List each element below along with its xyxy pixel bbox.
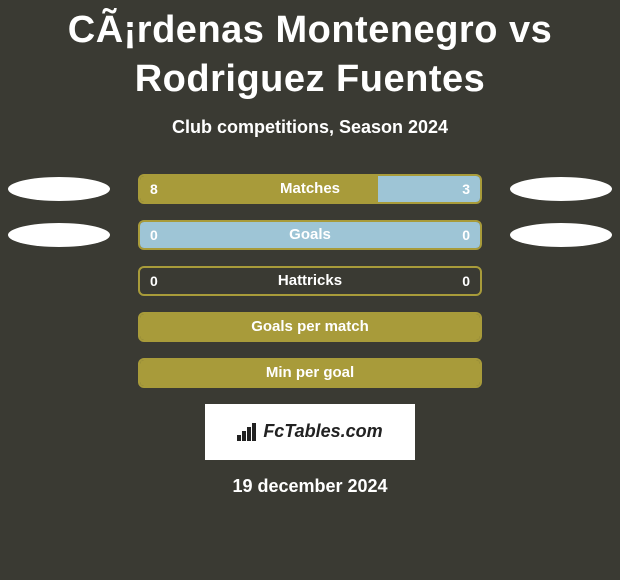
stat-row: Hattricks0 0 [0, 266, 620, 296]
stat-bar: Min per goal [138, 358, 482, 388]
stat-row: Goals0 0 [0, 220, 620, 250]
stat-value-left: 0 [150, 227, 158, 243]
stat-row: Min per goal [0, 358, 620, 388]
stat-value-left: 8 [150, 181, 158, 197]
stat-bar: Goals per match [138, 312, 482, 342]
logo-box: FcTables.com [205, 404, 415, 460]
team-badge-left [8, 177, 110, 201]
stat-value-right: 3 [462, 181, 470, 197]
stat-label: Goals per match [140, 318, 480, 335]
chart-icon [237, 423, 259, 441]
page-title: CÃ¡rdenas Montenegro vs Rodriguez Fuente… [0, 6, 620, 105]
date-text: 19 december 2024 [0, 476, 620, 497]
stat-bar: Hattricks0 0 [138, 266, 482, 296]
stat-label: Min per goal [140, 364, 480, 381]
stat-value-right: 0 [462, 227, 470, 243]
team-badge-right [510, 177, 612, 201]
stat-label: Matches [140, 180, 480, 197]
stat-label: Goals [140, 226, 480, 243]
stat-row: Goals per match [0, 312, 620, 342]
stat-rows: Matches83Goals00Hattricks00Goals per mat… [0, 174, 620, 388]
stat-value-right: 0 [462, 273, 470, 289]
stat-bar: Goals0 0 [138, 220, 482, 250]
subtitle: Club competitions, Season 2024 [0, 117, 620, 138]
team-badge-left [8, 223, 110, 247]
team-badge-right [510, 223, 612, 247]
stat-value-left: 0 [150, 273, 158, 289]
stat-label: Hattricks [140, 272, 480, 289]
logo-text: FcTables.com [263, 421, 382, 442]
stat-bar: Matches8 3 [138, 174, 482, 204]
stat-row: Matches8 3 [0, 174, 620, 204]
